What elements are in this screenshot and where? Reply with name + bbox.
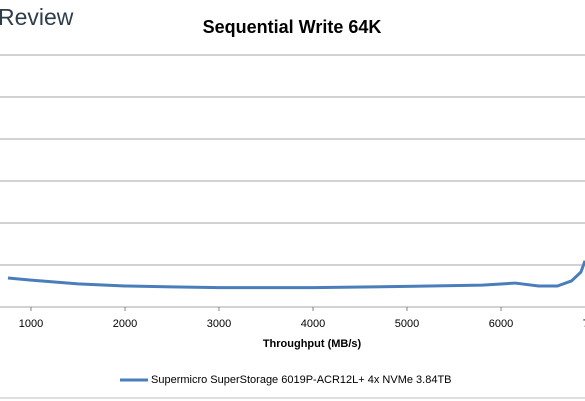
x-tick-label: 7000	[583, 318, 585, 330]
chart-title: Sequential Write 64K	[203, 17, 382, 37]
x-tick-label: 3000	[207, 318, 231, 330]
x-tick-label: 2000	[113, 318, 137, 330]
x-axis-label: Throughput (MB/s)	[263, 338, 362, 350]
x-tick-label: 5000	[395, 318, 419, 330]
x-tick-label: 4000	[301, 318, 325, 330]
x-tick-label: 1000	[19, 318, 43, 330]
series-line	[7, 260, 585, 290]
legend-label: Supermicro SuperStorage 6019P-ACR12L+ 4x…	[151, 374, 452, 386]
brand-logo: Review	[0, 4, 74, 30]
x-tick-label: 6000	[489, 318, 513, 330]
